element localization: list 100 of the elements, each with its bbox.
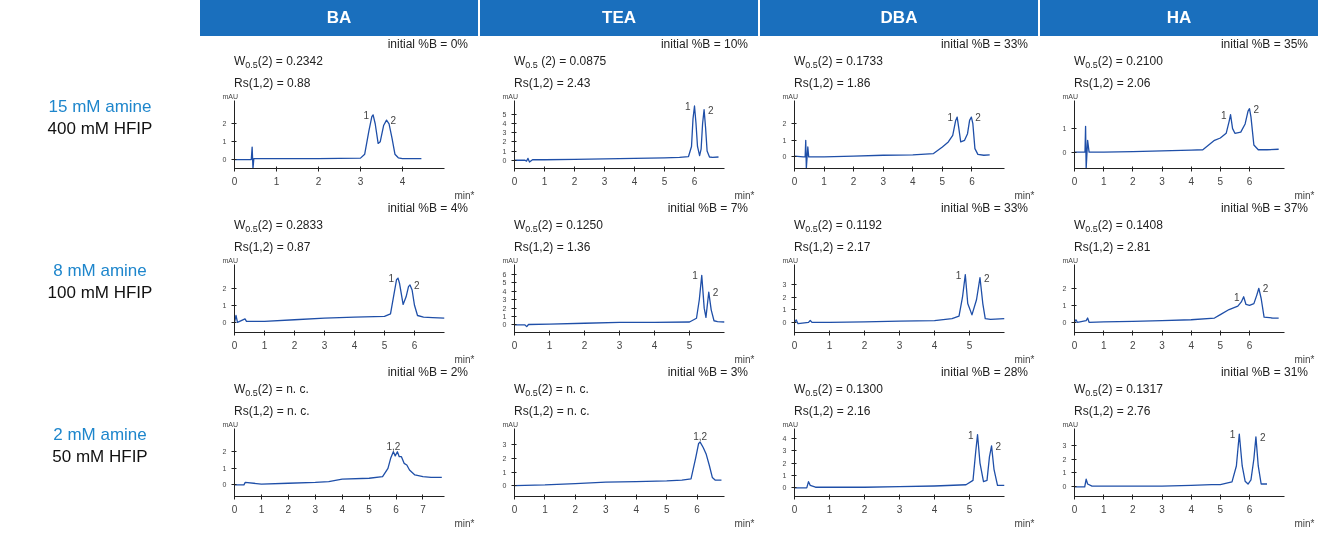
annotation: 1 bbox=[1234, 291, 1241, 303]
x-tick-label: 4 bbox=[1188, 175, 1195, 187]
x-tick-label: 1 bbox=[821, 175, 828, 187]
x-tick-label: 6 bbox=[1246, 339, 1253, 351]
x-tick-label: 2 bbox=[861, 339, 868, 351]
x-tick-label: 5 bbox=[1217, 175, 1224, 187]
text: 50 mM HFIP bbox=[52, 446, 148, 468]
x-tick-label: 1 bbox=[546, 339, 553, 351]
chart-title: initial %B = 33% bbox=[939, 200, 1028, 217]
text: Rs(1,2) = 0.88 bbox=[234, 74, 312, 92]
x-tick-label: 0 bbox=[1071, 503, 1078, 515]
x-tick-label: 3 bbox=[616, 339, 623, 351]
text: Rs(1,2) = n. c. bbox=[234, 402, 311, 420]
text: DBA bbox=[760, 0, 1038, 36]
annotation: 2 bbox=[414, 279, 420, 291]
text: 8 mM amine bbox=[53, 260, 147, 282]
chart-title: initial %B = 3% bbox=[666, 364, 748, 381]
x-tick-label: 3 bbox=[896, 503, 903, 515]
text: 100 mM HFIP bbox=[47, 282, 153, 304]
x-tick-label: 3 bbox=[321, 339, 328, 351]
line-series bbox=[514, 441, 723, 487]
x-tick-label: 4 bbox=[910, 175, 917, 187]
x-tick-label: 5 bbox=[939, 175, 946, 187]
chart-title: initial %B = 7% bbox=[666, 200, 748, 217]
text: W$_{0.5}$(2) = 0.1300 bbox=[794, 381, 884, 401]
chart-title: initial %B = 37% bbox=[1219, 200, 1308, 217]
line-series bbox=[234, 451, 443, 486]
x-tick-label: 6 bbox=[411, 339, 418, 351]
chart-title: initial %B = 10% bbox=[659, 36, 748, 53]
x-axis-title: min* bbox=[454, 189, 475, 201]
x-tick-label: 4 bbox=[1188, 339, 1195, 351]
chart-title: initial %B = 4% bbox=[386, 200, 468, 217]
x-tick-label: 2 bbox=[861, 503, 868, 515]
x-tick-label: 4 bbox=[631, 175, 638, 187]
text: W$_{0.5}$(2) = 0.1192 bbox=[794, 217, 883, 237]
x-tick-label: 0 bbox=[791, 175, 798, 187]
x-tick-label: 0 bbox=[231, 339, 238, 351]
annotation: 2 bbox=[995, 440, 1002, 452]
text: Rs(1,2) = 1.36 bbox=[514, 238, 592, 256]
x-tick-label: 1 bbox=[826, 503, 833, 515]
x-tick-label: 3 bbox=[880, 175, 887, 187]
annotation: 1 bbox=[1220, 109, 1227, 121]
x-tick-label: 0 bbox=[1071, 175, 1078, 187]
x-tick-label: 0 bbox=[231, 175, 238, 187]
x-tick-label: 1 bbox=[1100, 503, 1107, 515]
chart-title: initial %B = 28% bbox=[939, 364, 1028, 381]
text: BA bbox=[200, 0, 478, 36]
x-axis-title: min* bbox=[734, 189, 755, 201]
x-tick-label: 5 bbox=[966, 503, 973, 515]
annotation: 1 bbox=[955, 269, 962, 281]
x-axis-title: min* bbox=[734, 517, 755, 529]
text: W$_{0.5}$(2) = 0.2342 bbox=[234, 53, 324, 73]
x-tick-label: 4 bbox=[351, 339, 358, 351]
annotation: 2 bbox=[1259, 431, 1266, 443]
text: 2 mM amine bbox=[53, 424, 147, 446]
text: W$_{0.5}$(2) = 0.1408 bbox=[1074, 217, 1164, 237]
x-tick-label: 5 bbox=[663, 503, 670, 515]
x-tick-label: 3 bbox=[601, 175, 608, 187]
x-axis-title: min* bbox=[1294, 517, 1315, 529]
x-tick-label: 2 bbox=[1130, 503, 1137, 515]
x-tick-label: 0 bbox=[1071, 339, 1078, 351]
x-tick-label: 3 bbox=[1159, 503, 1166, 515]
x-tick-label: 1 bbox=[541, 175, 548, 187]
x-tick-label: 2 bbox=[571, 175, 578, 187]
x-tick-label: 6 bbox=[691, 175, 698, 187]
text: Rs(1,2) = 2.43 bbox=[514, 74, 592, 92]
x-tick-label: 0 bbox=[511, 503, 518, 515]
x-axis-title: min* bbox=[1294, 353, 1315, 365]
x-axis-title: min* bbox=[1294, 189, 1315, 201]
text: TEA bbox=[480, 0, 758, 36]
text: Rs(1,2) = 2.16 bbox=[794, 402, 872, 420]
text: HA bbox=[1040, 0, 1318, 36]
x-tick-label: 2 bbox=[572, 503, 579, 515]
text: Rs(1,2) = n. c. bbox=[514, 402, 591, 420]
annotation: 2 bbox=[390, 115, 397, 127]
x-axis-title: min* bbox=[1014, 189, 1035, 201]
annotation: 1 bbox=[947, 112, 954, 124]
annotation: 2 bbox=[984, 272, 990, 284]
text: W$_{0.5}$(2) = 0.2833 bbox=[234, 217, 324, 237]
x-tick-label: 4 bbox=[633, 503, 640, 515]
x-tick-label: 2 bbox=[850, 175, 857, 187]
annotation: 1 bbox=[684, 101, 691, 113]
text: W$_{0.5}$ (2) = 0.0875 bbox=[514, 53, 608, 73]
text: W$_{0.5}$(2) = 0.1317 bbox=[1074, 381, 1164, 401]
x-tick-label: 6 bbox=[393, 503, 400, 515]
x-tick-label: 3 bbox=[357, 175, 364, 187]
x-tick-label: 0 bbox=[511, 175, 518, 187]
text: W$_{0.5}$(2) = 0.1733 bbox=[794, 53, 884, 73]
x-tick-label: 5 bbox=[381, 339, 388, 351]
x-tick-label: 1 bbox=[258, 503, 265, 515]
chart-title: initial %B = 31% bbox=[1219, 364, 1308, 381]
x-tick-label: 6 bbox=[694, 503, 701, 515]
text: Rs(1,2) = 0.87 bbox=[234, 238, 312, 256]
annotation: 2 bbox=[1253, 103, 1260, 115]
text: Rs(1,2) = 2.17 bbox=[794, 238, 872, 256]
x-tick-label: 2 bbox=[1130, 339, 1137, 351]
x-tick-label: 5 bbox=[1217, 503, 1224, 515]
x-tick-label: 0 bbox=[791, 503, 798, 515]
x-tick-label: 5 bbox=[1217, 339, 1224, 351]
x-tick-label: 4 bbox=[1188, 503, 1195, 515]
